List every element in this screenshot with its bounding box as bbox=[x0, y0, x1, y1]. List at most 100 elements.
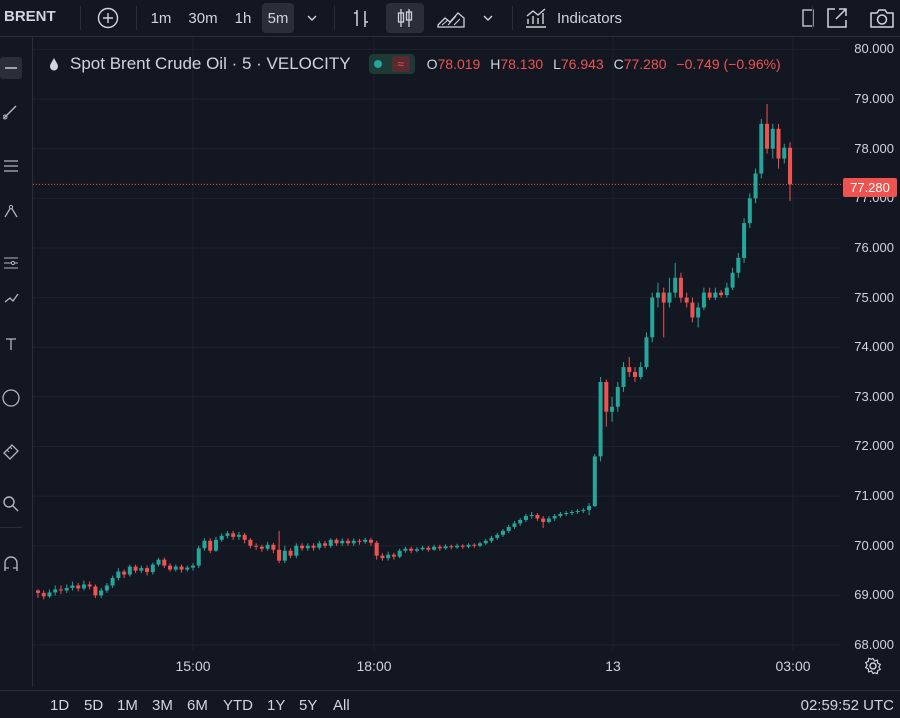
bars-icon bbox=[354, 10, 368, 27]
interval-30m-button[interactable]: 30m bbox=[188, 9, 218, 27]
candle-body bbox=[483, 540, 488, 544]
interval-1m-button[interactable]: 1m bbox=[150, 9, 172, 27]
price-tick-label: 79.000 bbox=[854, 91, 894, 107]
interval-dropdown-button[interactable] bbox=[300, 3, 324, 33]
add-symbol-button[interactable] bbox=[94, 3, 122, 33]
toolbar-divider bbox=[512, 6, 513, 30]
range-all-button[interactable]: All bbox=[333, 697, 350, 714]
forecast-icon bbox=[4, 257, 18, 269]
candle-body bbox=[512, 523, 517, 527]
layout-icon bbox=[802, 9, 814, 27]
range-1d-button[interactable]: 1D bbox=[50, 697, 70, 714]
candle-body bbox=[696, 307, 701, 318]
candle-body bbox=[500, 530, 505, 535]
indicators-button[interactable]: Indicators bbox=[524, 3, 640, 33]
open-value: 78.019 bbox=[437, 56, 481, 72]
text-tool-button[interactable] bbox=[0, 333, 22, 355]
candle-body bbox=[41, 592, 46, 597]
candle-body bbox=[81, 584, 86, 589]
magnet-icon bbox=[4, 556, 18, 571]
candle-body bbox=[535, 514, 540, 519]
time-axis[interactable]: 15:00 18:00 13 03:00 bbox=[33, 650, 841, 680]
toolbar-divider bbox=[136, 6, 137, 30]
close-value: 77.280 bbox=[623, 56, 667, 72]
chart-pane[interactable] bbox=[33, 37, 841, 650]
candle-body bbox=[495, 534, 500, 538]
candle-body bbox=[340, 540, 345, 544]
candle-body bbox=[162, 559, 167, 566]
candle-body bbox=[391, 554, 396, 557]
price-tick-label: 74.000 bbox=[854, 339, 894, 355]
range-1m-button[interactable]: 1M bbox=[117, 697, 138, 714]
candle-body bbox=[334, 539, 339, 544]
indicators-icon bbox=[526, 8, 546, 28]
chart-type-dropdown-button[interactable] bbox=[476, 3, 500, 33]
candle-body bbox=[575, 511, 580, 513]
range-ytd-button[interactable]: YTD bbox=[223, 697, 253, 714]
candle-body bbox=[661, 292, 666, 303]
smiley-icon bbox=[2, 389, 20, 407]
magnet-tool-button[interactable] bbox=[0, 553, 22, 575]
candle-body bbox=[133, 566, 138, 571]
candle-body bbox=[202, 540, 207, 549]
candle-body bbox=[478, 543, 483, 546]
candle-body bbox=[317, 543, 322, 548]
candle-body bbox=[684, 297, 689, 303]
emoji-tool-button[interactable] bbox=[0, 387, 22, 409]
range-3m-button[interactable]: 3M bbox=[152, 697, 173, 714]
candle-body bbox=[208, 540, 213, 551]
candles-chart-type-button[interactable] bbox=[386, 3, 424, 33]
utc-clock[interactable]: 02:59:52 UTC bbox=[800, 697, 894, 714]
candle-body bbox=[76, 585, 81, 589]
candle-body bbox=[328, 539, 333, 546]
settings-button[interactable] bbox=[862, 655, 884, 677]
candle-body bbox=[368, 539, 373, 543]
candle-body bbox=[87, 584, 92, 587]
fullscreen-button[interactable] bbox=[822, 3, 852, 33]
candle-body bbox=[242, 534, 247, 540]
screenshot-button[interactable] bbox=[866, 3, 898, 33]
range-6m-button[interactable]: 6M bbox=[187, 697, 208, 714]
candle-body bbox=[638, 367, 643, 378]
interval-1h-button[interactable]: 1h bbox=[234, 9, 252, 27]
ohlc-values: O78.019 H78.130 L76.943 C77.280 −0.749 (… bbox=[427, 56, 781, 72]
close-key: C bbox=[613, 56, 624, 72]
candle-body bbox=[765, 123, 770, 149]
price-axis[interactable]: 80.000 79.000 78.000 77.000 76.000 75.000 74.0… bbox=[841, 37, 900, 652]
candle-body bbox=[386, 554, 391, 559]
pattern-tool-button[interactable] bbox=[0, 201, 22, 223]
open-key: O bbox=[426, 56, 438, 72]
candle-body bbox=[219, 535, 224, 540]
measure-tool-button[interactable] bbox=[0, 441, 22, 463]
interval-5m-button[interactable]: 5m bbox=[262, 3, 294, 33]
brush-tool-button[interactable] bbox=[0, 287, 22, 309]
range-5d-button[interactable]: 5D bbox=[84, 697, 104, 714]
candle-body bbox=[110, 578, 115, 586]
data-status-icon: ≈ bbox=[391, 56, 410, 72]
fib-tool-button[interactable] bbox=[0, 155, 22, 177]
candle-body bbox=[443, 546, 448, 549]
candle-body bbox=[231, 533, 236, 537]
candle-body bbox=[558, 513, 563, 516]
candles-icon bbox=[397, 9, 413, 27]
candle-body bbox=[690, 302, 695, 318]
candle-body bbox=[271, 544, 276, 550]
range-bar: 1D 5D 1M 3M 6M YTD 1Y 5Y All 02:59:52 UT… bbox=[0, 690, 900, 718]
candle-body bbox=[644, 337, 649, 368]
candle-body bbox=[621, 367, 626, 387]
range-1y-button[interactable]: 1Y bbox=[267, 697, 286, 714]
trend-line-tool-button[interactable] bbox=[0, 101, 22, 123]
candle-body bbox=[305, 545, 310, 549]
candle-body bbox=[300, 545, 305, 549]
area-chart-type-button[interactable] bbox=[434, 3, 468, 33]
range-5y-button[interactable]: 5Y bbox=[299, 697, 318, 714]
cursor-tool-button[interactable] bbox=[0, 57, 22, 79]
symbol-label[interactable]: BRENT bbox=[4, 8, 56, 25]
market-status-badge[interactable]: ≈ bbox=[368, 54, 415, 74]
bar-chart-type-button[interactable] bbox=[346, 3, 376, 33]
series-title[interactable]: Spot Brent Crude Oil · 5 · VELOCITY bbox=[70, 54, 351, 73]
forecast-tool-button[interactable] bbox=[0, 251, 22, 273]
zoom-tool-button[interactable] bbox=[0, 493, 22, 515]
price-tick-label: 72.000 bbox=[854, 438, 894, 454]
layout-button[interactable] bbox=[796, 3, 820, 33]
